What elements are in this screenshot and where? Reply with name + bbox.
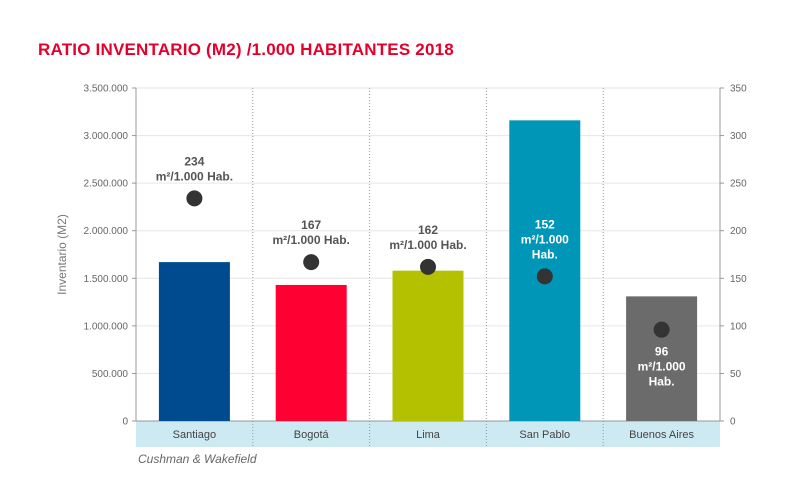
y-tick-label: 2.500.000 [84,179,129,190]
data-point [303,254,320,271]
data-label: 162 [418,223,438,237]
data-label: Hab. [532,247,558,261]
y2-tick-label: 50 [730,369,742,380]
data-label: m²/1.000 [638,360,686,374]
x-tick-label: Santiago [173,429,216,441]
data-label: 152 [535,217,555,231]
data-label: 234 [184,154,204,168]
x-tick-label: Lima [416,429,441,441]
y-tick-label: 3.000.000 [84,131,129,142]
data-point [653,321,670,338]
data-label: m²/1.000 [521,232,569,246]
bar [626,296,698,421]
category-band [136,421,720,447]
y2-tick-label: 250 [730,179,747,190]
y-tick-label: 2.000.000 [84,226,129,237]
data-label: 96 [655,345,669,359]
y-tick-label: 1.500.000 [84,274,129,285]
y-tick-label: 500.000 [92,369,129,380]
y-tick-label: 0 [122,417,128,428]
data-label: m²/1.000 Hab. [389,238,466,252]
x-tick-label: Bogotá [294,429,330,441]
data-label: Hab. [649,375,675,389]
y2-tick-label: 150 [730,274,747,285]
x-tick-label: San Pablo [519,429,570,441]
y2-tick-label: 350 [730,84,747,95]
chart-title: RATIO INVENTARIO (M2) /1.000 HABITANTES … [38,40,454,59]
y2-tick-label: 200 [730,226,747,237]
bar [275,284,347,421]
data-label: m²/1.000 Hab. [156,169,233,183]
bar [392,270,464,421]
data-label: m²/1.000 Hab. [273,233,350,247]
y2-tick-label: 100 [730,321,747,332]
y-tick-label: 1.000.000 [84,321,129,332]
data-label: 167 [301,218,321,232]
x-tick-label: Buenos Aires [629,429,694,441]
data-point [536,268,553,285]
data-point [420,258,436,275]
y2-tick-label: 0 [730,417,736,428]
y-axis-label: Inventario (M2) [55,214,69,295]
bar [158,262,230,421]
y-tick-label: 3.500.000 [84,84,129,95]
data-point [186,190,203,207]
y2-tick-label: 300 [730,131,747,142]
source-note: Cushman & Wakefield [138,452,257,466]
